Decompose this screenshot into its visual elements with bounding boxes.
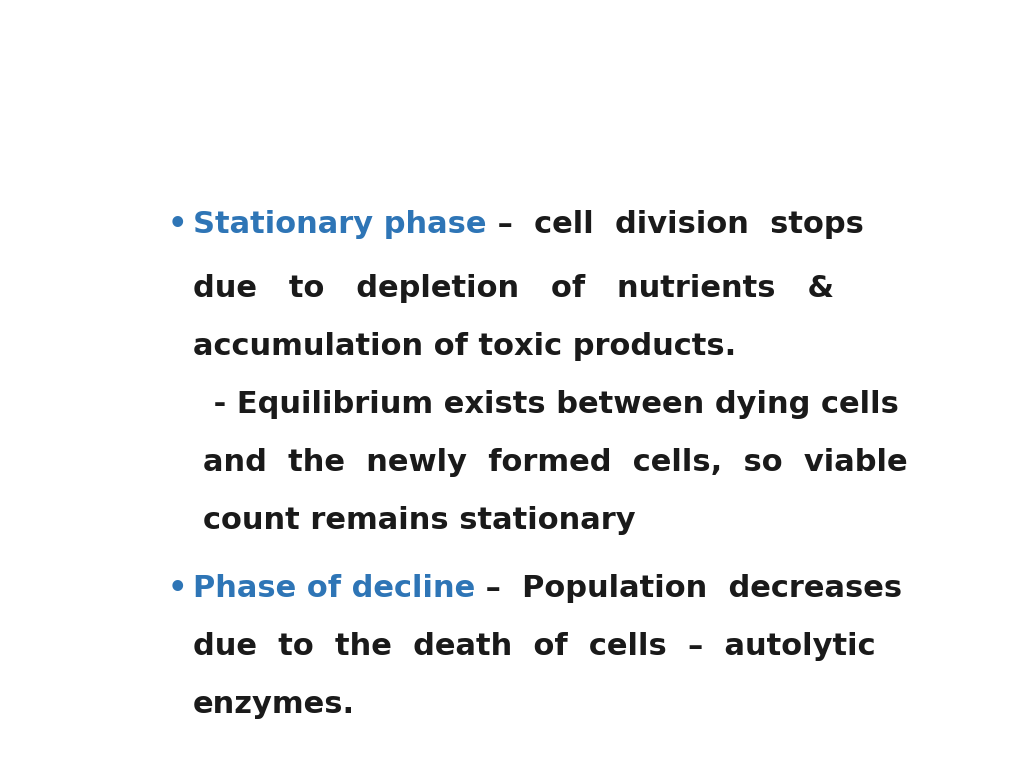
- Text: •: •: [168, 574, 187, 603]
- Text: –  Population  decreases: – Population decreases: [475, 574, 902, 603]
- Text: –  cell  division  stops: – cell division stops: [486, 210, 863, 240]
- Text: and  the  newly  formed  cells,  so  viable: and the newly formed cells, so viable: [204, 448, 908, 477]
- Text: enzymes.: enzymes.: [194, 690, 355, 719]
- Text: due  to  the  death  of  cells  –  autolytic: due to the death of cells – autolytic: [194, 632, 876, 661]
- Text: due   to   depletion   of   nutrients   &: due to depletion of nutrients &: [194, 273, 835, 303]
- Text: - Equilibrium exists between dying cells: - Equilibrium exists between dying cells: [204, 389, 899, 419]
- Text: count remains stationary: count remains stationary: [204, 505, 636, 535]
- Text: accumulation of toxic products.: accumulation of toxic products.: [194, 332, 736, 361]
- Text: Stationary phase: Stationary phase: [194, 210, 486, 240]
- Text: •: •: [168, 210, 187, 240]
- Text: Phase of decline: Phase of decline: [194, 574, 475, 603]
